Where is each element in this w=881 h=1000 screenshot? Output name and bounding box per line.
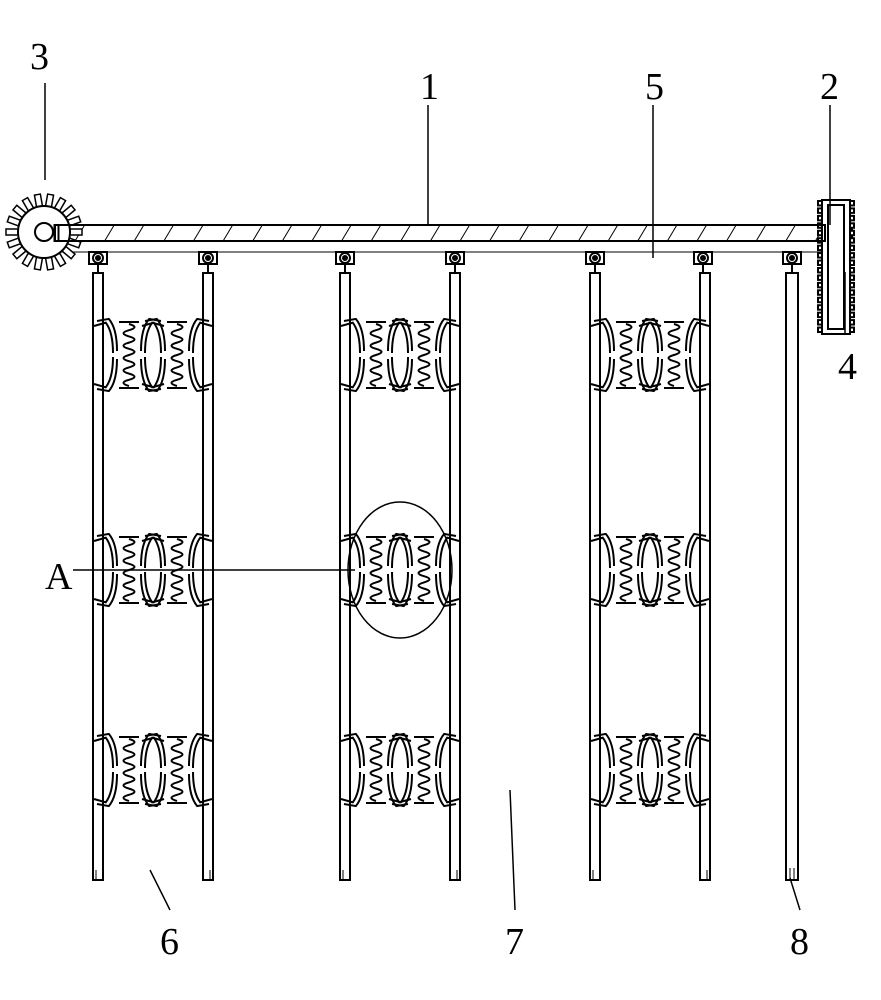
label-6: 6 xyxy=(160,920,179,964)
label-A: A xyxy=(45,555,72,599)
label-4: 4 xyxy=(838,345,857,389)
label-1: 1 xyxy=(420,65,439,109)
label-3: 3 xyxy=(30,35,49,79)
label-8: 8 xyxy=(790,920,809,964)
label-2: 2 xyxy=(820,65,839,109)
label-7: 7 xyxy=(505,920,524,964)
label-5: 5 xyxy=(645,65,664,109)
figure xyxy=(0,0,881,1000)
